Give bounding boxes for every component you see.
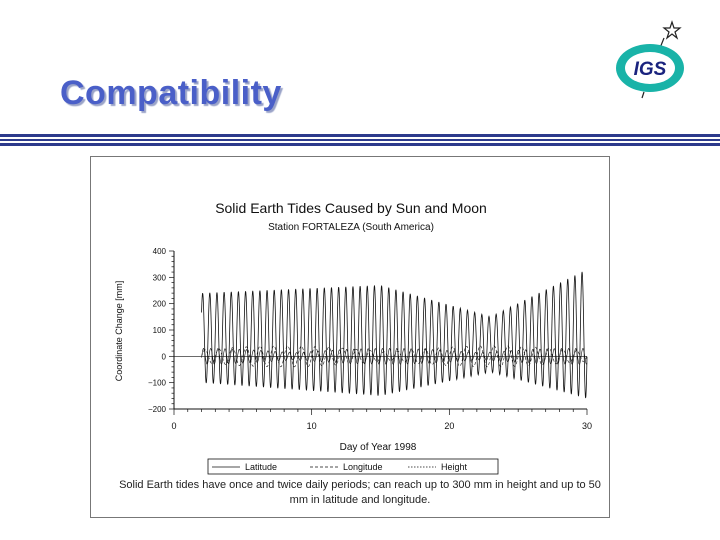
- x-axis-label: Day of Year 1998: [340, 442, 417, 453]
- y-tick-label: 300: [153, 273, 167, 282]
- series-line-latitude: [201, 348, 588, 365]
- legend-box: [207, 458, 499, 475]
- x-tick-label: 30: [582, 421, 592, 431]
- legend-latitude-label: Latitude: [245, 462, 277, 472]
- title-rule: [0, 139, 720, 141]
- series-line-longitude: [201, 345, 588, 368]
- y-tick-label: −100: [148, 379, 167, 388]
- y-tick-label: 0: [162, 352, 167, 361]
- legend-height-label: Height: [441, 462, 468, 472]
- y-tick-label: 200: [153, 300, 167, 309]
- x-tick-label: 10: [307, 421, 317, 431]
- y-tick-label: 100: [153, 326, 167, 335]
- igs-logo-text: IGS: [634, 59, 667, 80]
- x-tick-label: 20: [444, 421, 454, 431]
- title-rule: [0, 134, 720, 137]
- series-line-height: [201, 271, 588, 399]
- tide-chart: Solid Earth Tides Caused by Sun and Moon…: [114, 200, 592, 475]
- chart-title: Solid Earth Tides Caused by Sun and Moon: [215, 200, 487, 216]
- y-tick-label: 400: [153, 247, 167, 256]
- title-rule: [0, 143, 720, 146]
- slide-caption: Solid Earth tides have once and twice da…: [119, 479, 601, 506]
- y-tick-label: −200: [148, 405, 167, 414]
- y-axis-label: Coordinate Change [mm]: [114, 281, 124, 382]
- x-tick-label: 0: [171, 421, 176, 431]
- legend: Latitude Longitude Height: [207, 458, 499, 475]
- legend-longitude-label: Longitude: [343, 462, 383, 472]
- slide-title: Compatibility: [60, 74, 282, 112]
- igs-logo: IGS: [616, 20, 684, 99]
- star-icon: [662, 20, 682, 40]
- chart-subtitle: Station FORTALEZA (South America): [268, 222, 434, 233]
